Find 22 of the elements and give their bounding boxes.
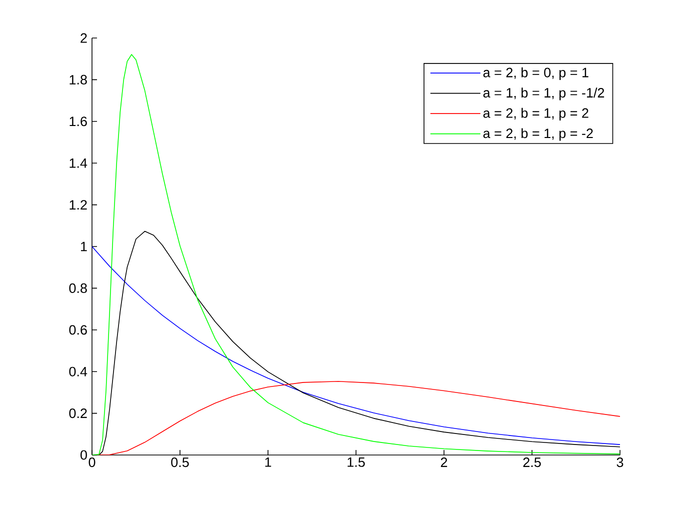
y-tick-label: 1 (81, 242, 87, 252)
x-tick-label: 0.5 (171, 458, 189, 468)
x-tick-label: 2.5 (523, 458, 541, 468)
y-tick-label: 1.8 (70, 74, 87, 84)
y-tick-label: 0.6 (69, 325, 87, 335)
x-tick-label: 2 (440, 458, 448, 467)
y-tick-label: 0.2 (69, 408, 87, 418)
y-tick-label: 1.4 (70, 158, 88, 168)
legend-label: a = 2, b = 1, p = 2 (483, 108, 588, 121)
y-tick-label: 0.8 (69, 283, 87, 293)
legend-label: a = 2, b = 0, p = 1 (483, 67, 588, 80)
x-tick-label: 3 (616, 458, 624, 468)
y-tick-label: 0.4 (69, 366, 88, 376)
y-tick-label: 2 (80, 33, 87, 43)
y-tick-label: 0 (80, 450, 87, 460)
legend-label: a = 1, b = 1, p = -1/2 (483, 88, 604, 100)
x-tick-label: 0 (88, 458, 96, 468)
legend-label: a = 2, b = 1, p = -2 (483, 128, 593, 141)
x-tick-label: 1 (265, 458, 272, 467)
y-tick-label: 1.2 (70, 200, 87, 210)
y-tick-label: 1.6 (70, 116, 87, 126)
x-tick-label: 1.5 (348, 458, 365, 467)
